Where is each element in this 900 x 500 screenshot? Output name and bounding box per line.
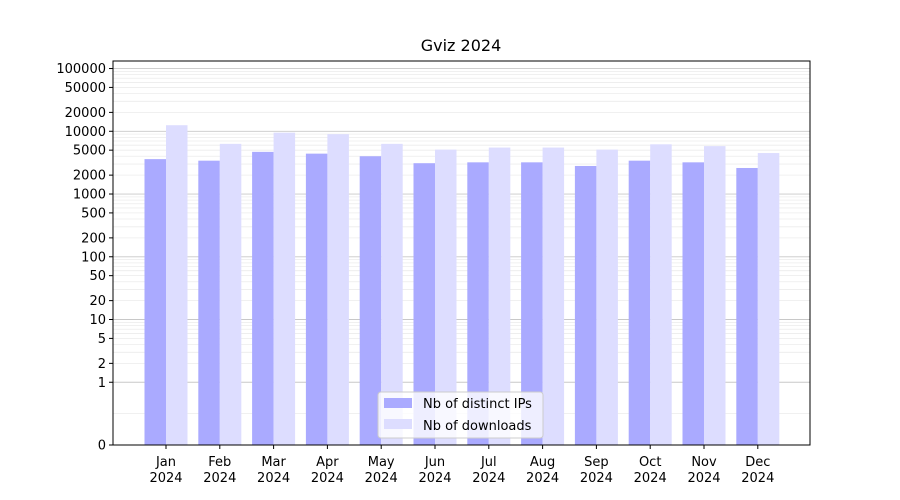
x-tick-label-year: 2024 [257, 471, 290, 486]
bar-distinct-ips-jul [467, 162, 489, 446]
x-tick-label-month: May [368, 455, 395, 470]
bar-downloads-feb [219, 143, 242, 445]
bar-downloads-jul [488, 147, 511, 445]
x-tick-label-year: 2024 [418, 471, 451, 486]
y-tick-label: 10 [89, 313, 106, 328]
bar-downloads-jun [435, 149, 457, 445]
legend-swatch-downloads [384, 419, 412, 429]
y-tick-label: 20 [89, 294, 106, 309]
bar-distinct-ips-jan [144, 159, 166, 445]
x-tick-label-month: Jan [155, 455, 176, 470]
x-tick-label-year: 2024 [203, 471, 236, 486]
bar-downloads-mar [273, 132, 296, 445]
y-axis-ticks: 0 1 2 5 10 20 50 100 200 500 1000 2000 5000 10000 2000… [56, 62, 113, 454]
y-tick-label: 20000 [65, 106, 106, 121]
x-tick-label-year: 2024 [580, 471, 613, 486]
bar-distinct-ips-sep [574, 165, 597, 445]
bar-distinct-ips-jun [413, 163, 435, 445]
x-tick-label-month: Jun [424, 455, 445, 470]
x-tick-label-year: 2024 [634, 471, 667, 486]
y-tick-label: 50 [89, 269, 106, 284]
x-axis-ticks: Jan2024Feb2024Mar2024Apr2024May2024Jun20… [149, 445, 774, 486]
bar-downloads-nov [704, 146, 726, 446]
y-tick-label: 100000 [56, 62, 106, 77]
bar-downloads-aug [542, 147, 565, 445]
y-tick-label: 500 [81, 206, 106, 221]
x-tick-label-month: Oct [639, 455, 661, 470]
y-tick-label: 100 [81, 250, 106, 265]
bar-distinct-ips-nov [682, 162, 704, 446]
y-tick-label: 5000 [73, 144, 106, 159]
bar-distinct-ips-aug [521, 162, 543, 446]
bar-downloads-sep [596, 149, 618, 445]
x-tick-label-year: 2024 [741, 471, 774, 486]
bar-downloads-jan [166, 125, 188, 445]
x-tick-label-year: 2024 [526, 471, 559, 486]
y-tick-label: 2000 [73, 169, 106, 184]
x-tick-label-month: Sep [584, 455, 609, 470]
bar-downloads-may [381, 143, 403, 445]
y-tick-label: 50000 [65, 81, 106, 96]
bar-distinct-ips-apr [305, 153, 328, 445]
x-tick-label-month: Aug [530, 455, 555, 470]
bar-downloads-apr [327, 134, 349, 445]
x-tick-label-month: Apr [316, 455, 339, 470]
legend-swatch-distinct-ips [384, 398, 412, 408]
x-tick-label-month: Nov [691, 455, 717, 470]
bar-distinct-ips-dec [736, 167, 758, 446]
bar-distinct-ips-may [359, 156, 382, 446]
x-tick-label-month: Feb [208, 455, 231, 470]
x-tick-label-month: Mar [261, 455, 286, 470]
plot-area [112, 60, 811, 446]
x-tick-label-year: 2024 [365, 471, 398, 486]
y-tick-label: 5 [98, 332, 106, 347]
bar-distinct-ips-oct [628, 160, 651, 445]
y-tick-label: 10000 [65, 125, 106, 140]
legend-label-downloads: Nb of downloads [423, 419, 532, 434]
x-tick-label-month: Jul [480, 455, 497, 470]
y-tick-label: 1 [98, 376, 106, 391]
y-tick-label: 2 [98, 357, 106, 372]
x-tick-label-year: 2024 [311, 471, 344, 486]
x-tick-label-year: 2024 [149, 471, 182, 486]
chart-title: Gviz 2024 [421, 36, 502, 55]
bar-downloads-dec [757, 153, 780, 445]
bar-distinct-ips-feb [198, 160, 220, 445]
legend-box [377, 391, 544, 439]
bar-distinct-ips-mar [252, 151, 274, 445]
legend-label-distinct-ips: Nb of distinct IPs [423, 397, 532, 412]
legend: Nb of distinct IPs Nb of downloads [377, 391, 544, 439]
bar-downloads-oct [650, 144, 672, 446]
x-tick-label-year: 2024 [472, 471, 505, 486]
y-tick-label: 1000 [73, 188, 106, 203]
y-tick-label: 200 [81, 231, 106, 246]
x-tick-label-month: Dec [745, 455, 770, 470]
y-tick-label: 0 [98, 439, 106, 454]
bars [144, 125, 780, 446]
x-tick-label-year: 2024 [687, 471, 720, 486]
